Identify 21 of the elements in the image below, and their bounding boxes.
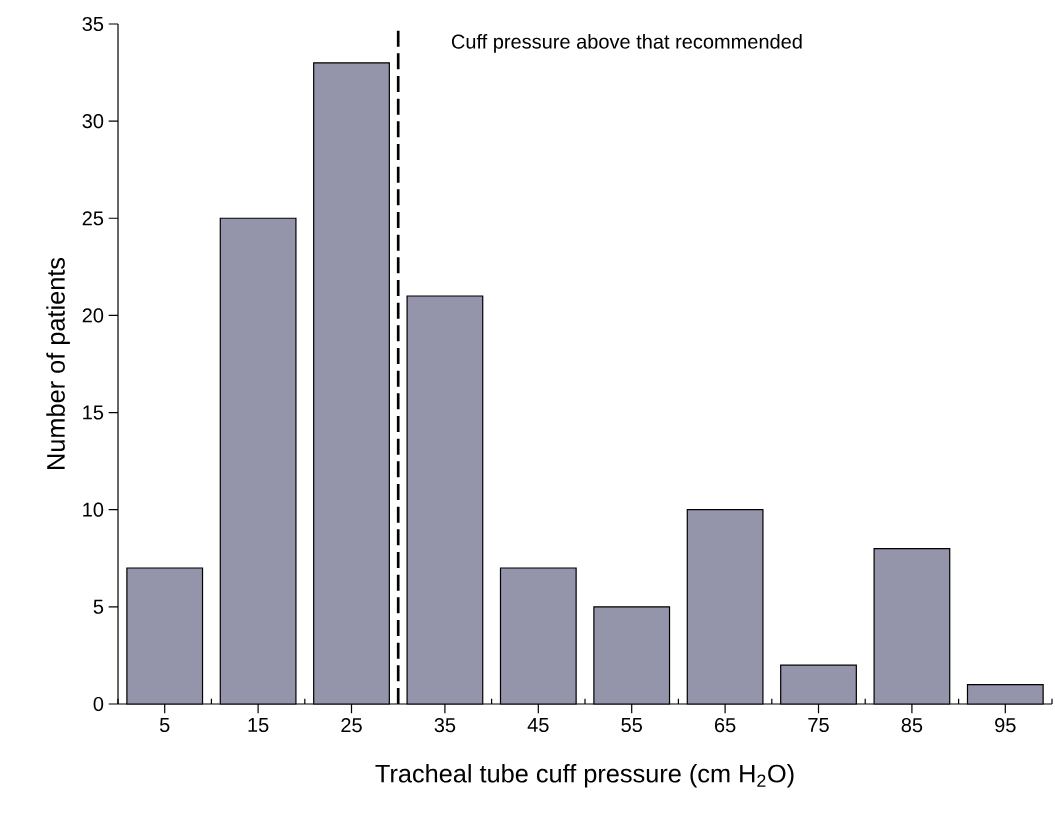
y-tick-label: 0 — [93, 696, 104, 712]
y-tick-label: 15 — [83, 405, 104, 420]
y-tick-label: 20 — [82, 308, 104, 323]
x-tick-label: 85 — [901, 718, 923, 733]
y-tick-label: 35 — [82, 16, 104, 32]
x-tick-label: 45 — [527, 718, 549, 732]
x-tick-label: 35 — [434, 718, 456, 733]
y-tick-label: 30 — [82, 114, 104, 129]
y-tick-label: 5 — [93, 599, 104, 614]
x-axis-title: Tracheal tube cuff pressure (cm H$_{2}$O) — [375, 764, 794, 788]
x-tick-label: 65 — [715, 718, 736, 733]
y-tick-label: 25 — [82, 211, 104, 226]
x-tick-label: 55 — [621, 718, 642, 732]
x-tick-label: 95 — [995, 718, 1016, 733]
y-axis-title: Number of patients — [46, 257, 70, 469]
x-tick-label: 5 — [159, 718, 170, 732]
ref-line-label: Cuff pressure above that recommended — [451, 34, 802, 53]
x-tick-label: 75 — [808, 718, 829, 732]
x-tick-label: 15 — [248, 718, 269, 732]
y-tick-label: 10 — [83, 502, 104, 517]
x-tick-label: 25 — [341, 718, 362, 733]
